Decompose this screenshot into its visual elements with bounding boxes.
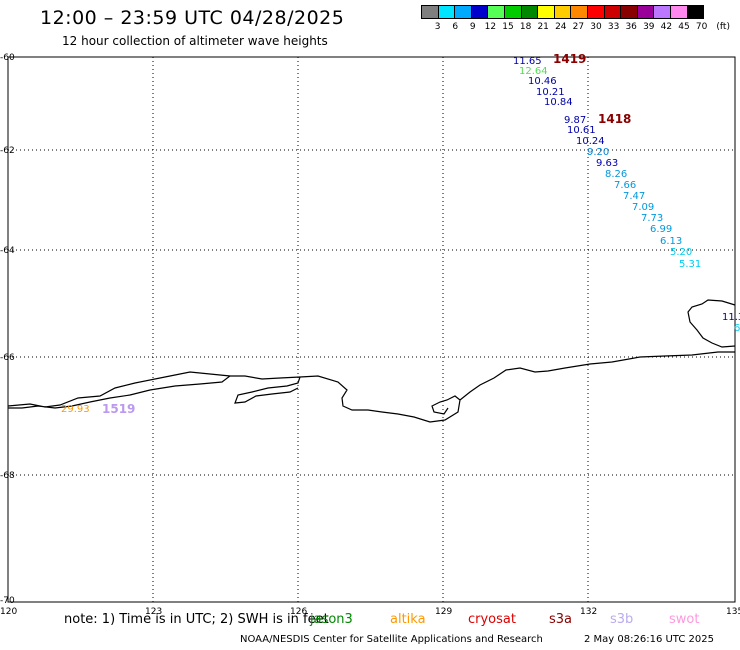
wave-height-label: 9.87 (564, 115, 586, 126)
wave-height-values: 11.6512.6410.4610.2110.849.8710.6110.249… (61, 56, 740, 415)
map-title: 12:00 – 23:59 UTC 04/28/2025 (40, 7, 345, 29)
lat-label: -64 (0, 246, 15, 256)
color-scale-label: 42 (660, 22, 673, 32)
color-scale-label: 12 (484, 22, 497, 32)
lat-label: -62 (0, 146, 15, 156)
wave-height-label: 10.46 (528, 76, 557, 87)
lat-tick-labels: -60 -62 -64 -66 -68 -70 (0, 53, 15, 606)
wave-height-label: 6 (734, 323, 740, 334)
lon-tick-labels: 120 123 126 129 132 135 (0, 607, 740, 617)
credit-text: NOAA/NESDIS Center for Satellite Applica… (240, 634, 543, 645)
wave-height-label: 10.21 (536, 87, 565, 98)
wave-height-label: 7.47 (623, 191, 645, 202)
color-scale-label: 30 (590, 22, 602, 32)
color-scale-label: 15 (502, 22, 514, 32)
color-scale-label: 33 (607, 22, 620, 32)
lon-label: 123 (145, 607, 162, 617)
lon-label: 120 (0, 607, 17, 617)
lon-label: 126 (290, 607, 307, 617)
wave-height-label: 10.61 (567, 125, 596, 136)
wave-height-label: 9.20 (587, 147, 609, 158)
wave-height-label: 9.63 (596, 158, 618, 169)
color-scale-label: (ft) (716, 22, 730, 32)
lon-label: 132 (580, 607, 597, 617)
color-scale-label: 3 (434, 22, 441, 32)
color-scale-label: 39 (643, 22, 655, 32)
wave-height-label: 10.24 (576, 136, 605, 147)
pass-1519: 1519 (102, 402, 135, 416)
satellite-altika: altika (390, 612, 426, 627)
wave-height-label: 29.93 (61, 404, 90, 415)
color-swatch (686, 5, 705, 19)
color-scale-label: 9 (469, 22, 476, 32)
color-scale-label: 27 (572, 22, 585, 32)
lat-label: -70 (0, 596, 15, 606)
color-scale-label: 45 (678, 22, 690, 32)
wave-height-label: 10.84 (544, 97, 573, 108)
wave-height-label: 12.64 (519, 66, 548, 77)
satellite-jason3: jason3 (310, 612, 353, 627)
color-scale-label: 21 (537, 22, 549, 32)
color-scale-label: 6 (452, 22, 459, 32)
coastline (7, 299, 736, 423)
color-legend-labels: 3 6 9 12 15 18 21 24 27 30 33 36 39 42 45 70 (ft) (421, 22, 740, 34)
lon-label: 135 (726, 607, 740, 617)
wave-height-label: 6.99 (650, 224, 672, 235)
wave-height-label: 8.26 (605, 169, 627, 180)
wave-height-label: 11.65 (513, 56, 542, 67)
satellite-swot: swot (669, 612, 700, 627)
color-scale-label: 24 (555, 22, 567, 32)
satellite-s3b: s3b (610, 612, 634, 627)
wave-height-label: 11.3 (722, 312, 740, 323)
lat-label: -68 (0, 471, 15, 481)
lat-label: -66 (0, 353, 15, 363)
map-subtitle: 12 hour collection of altimeter wave hei… (62, 34, 328, 48)
satellite-cryosat: cryosat (468, 612, 516, 627)
pass-1418: 1418 (598, 112, 631, 126)
lat-label: -60 (0, 53, 15, 63)
color-scale-label: 36 (625, 22, 637, 32)
satellite-s3a: s3a (549, 612, 573, 627)
color-scale-label: 70 (695, 22, 708, 32)
grid-lines (8, 57, 735, 602)
wave-height-label: 7.09 (632, 202, 654, 213)
generated-timestamp: 2 May 08:26:16 UTC 2025 (584, 634, 714, 645)
map-frame (7, 56, 736, 603)
wave-height-label: 5.31 (679, 259, 701, 270)
pass-1419: 1419 (553, 52, 586, 66)
pass-labels: 1419 1418 1519 (102, 52, 631, 416)
wave-height-label: 5.20 (670, 247, 692, 258)
lon-label: 129 (435, 607, 452, 617)
color-scale-label: 18 (519, 22, 532, 32)
wave-height-label: 7.66 (614, 180, 636, 191)
footer-note: note: 1) Time is in UTC; 2) SWH is in fe… (64, 612, 329, 627)
color-legend (421, 5, 705, 19)
wave-height-label: 7.73 (641, 213, 663, 224)
wave-height-label: 6.13 (660, 236, 682, 247)
